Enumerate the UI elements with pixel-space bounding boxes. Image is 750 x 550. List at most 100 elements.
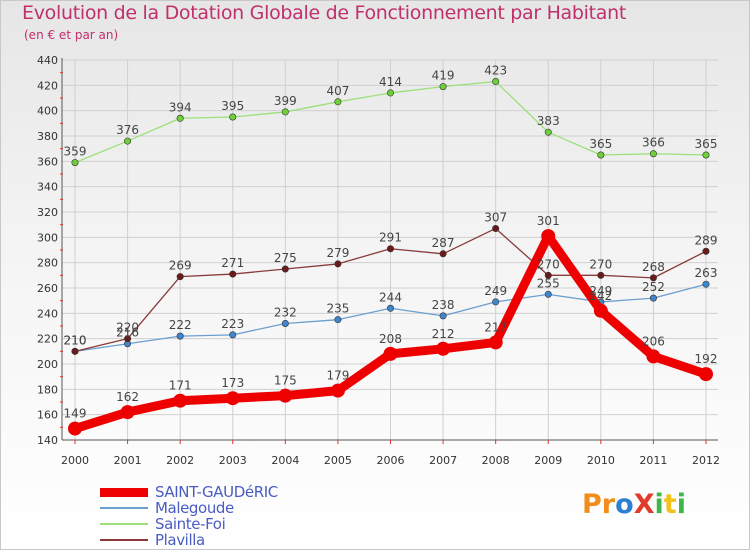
data-point — [439, 250, 447, 258]
data-label: 249 — [589, 284, 612, 298]
x-tick-label: 2012 — [692, 454, 720, 467]
data-point — [71, 159, 79, 167]
data-point — [124, 137, 132, 145]
data-label: 383 — [537, 114, 560, 128]
logo-letter: r — [601, 489, 616, 520]
data-point — [386, 245, 394, 253]
data-point — [225, 391, 240, 406]
data-label: 301 — [537, 214, 560, 228]
data-label: 249 — [484, 284, 507, 298]
data-point — [649, 294, 657, 302]
legend-item: SAINT-GAUDéRIC — [100, 484, 360, 500]
data-label: 275 — [274, 251, 297, 265]
data-label: 210 — [64, 333, 87, 347]
data-label: 263 — [695, 266, 718, 280]
legend-label: SAINT-GAUDéRIC — [155, 483, 278, 501]
y-tick-label: 160 — [37, 409, 58, 422]
data-label: 365 — [589, 137, 612, 151]
x-tick-label: 2002 — [166, 454, 194, 467]
data-point — [646, 349, 661, 364]
data-point — [593, 303, 608, 318]
x-tick-label: 2006 — [377, 454, 405, 467]
data-point — [544, 271, 552, 279]
data-label: 395 — [221, 99, 244, 113]
data-label: 173 — [221, 376, 244, 390]
y-tick-label: 240 — [37, 307, 58, 320]
data-label: 376 — [116, 123, 139, 137]
data-label: 279 — [326, 246, 349, 260]
data-point — [702, 247, 710, 255]
data-point — [71, 347, 79, 355]
legend-swatch — [100, 523, 148, 525]
x-tick-label: 2003 — [219, 454, 247, 467]
legend-item: Sainte-Foi — [100, 516, 360, 532]
data-label: 414 — [379, 75, 402, 89]
data-label: 216 — [116, 326, 139, 340]
data-point — [649, 274, 657, 282]
data-point — [386, 89, 394, 97]
data-point — [439, 312, 447, 320]
data-label: 238 — [432, 298, 455, 312]
series-saint-gaud-ric — [68, 229, 713, 436]
x-tick-label: 2007 — [429, 454, 457, 467]
data-point — [436, 341, 451, 356]
data-point — [492, 224, 500, 232]
data-label: 270 — [537, 257, 560, 271]
legend-item: Plavilla — [100, 532, 360, 548]
data-label: 394 — [169, 100, 192, 114]
data-point — [334, 260, 342, 268]
data-label: 307 — [484, 210, 507, 224]
data-point — [176, 114, 184, 122]
legend-swatch — [100, 539, 148, 541]
data-label: 287 — [432, 236, 455, 250]
y-tick-label: 340 — [37, 181, 58, 194]
data-label: 366 — [642, 136, 665, 150]
data-label: 289 — [695, 233, 718, 247]
data-label: 171 — [169, 379, 192, 393]
data-point — [702, 280, 710, 288]
data-point — [334, 98, 342, 106]
data-label: 220 — [116, 321, 139, 335]
y-axis-ticks: 140 160 180 200 220 240 260 280 300 320 340 360 380 4… — [37, 54, 63, 447]
data-point — [544, 290, 552, 298]
legend: SAINT-GAUDéRIC Malegoude Sainte-Foi Plavill… — [100, 484, 360, 548]
legend-label: Sainte-Foi — [155, 515, 226, 533]
x-tick-label: 2004 — [271, 454, 299, 467]
data-label: 423 — [484, 64, 507, 78]
legend-item: Malegoude — [100, 500, 360, 516]
series-sainte-foi — [71, 78, 710, 167]
data-point — [492, 298, 500, 306]
x-tick-label: 2008 — [482, 454, 510, 467]
logo-letter: t — [663, 489, 677, 520]
data-label: 222 — [169, 318, 192, 332]
y-tick-label: 420 — [37, 79, 58, 92]
data-point — [120, 405, 135, 420]
data-label: 179 — [326, 369, 349, 383]
data-label: 359 — [64, 145, 87, 159]
y-tick-label: 180 — [37, 383, 58, 396]
chart-title: Evolution de la Dotation Globale de Fonc… — [22, 2, 627, 24]
data-label: 419 — [432, 69, 455, 83]
data-label: 399 — [274, 94, 297, 108]
data-point — [386, 304, 394, 312]
chart-subtitle: (en € et par an) — [24, 28, 119, 42]
data-point — [334, 316, 342, 324]
logo-letter: X — [633, 489, 655, 520]
data-point — [68, 421, 82, 436]
data-label: 192 — [695, 352, 718, 366]
data-label: 162 — [116, 390, 139, 404]
y-tick-label: 400 — [37, 105, 58, 118]
legend-swatch — [100, 488, 148, 497]
data-point — [124, 335, 132, 343]
logo-letter: P — [582, 489, 602, 520]
y-tick-label: 260 — [37, 282, 58, 295]
proxiti-logo: ProXiti — [582, 489, 686, 520]
x-tick-label: 2000 — [61, 454, 89, 467]
data-point — [597, 271, 605, 279]
data-label: 291 — [379, 231, 402, 245]
data-label: 270 — [589, 257, 612, 271]
data-point — [492, 78, 500, 86]
data-point — [281, 319, 289, 327]
data-label: 269 — [169, 259, 192, 273]
